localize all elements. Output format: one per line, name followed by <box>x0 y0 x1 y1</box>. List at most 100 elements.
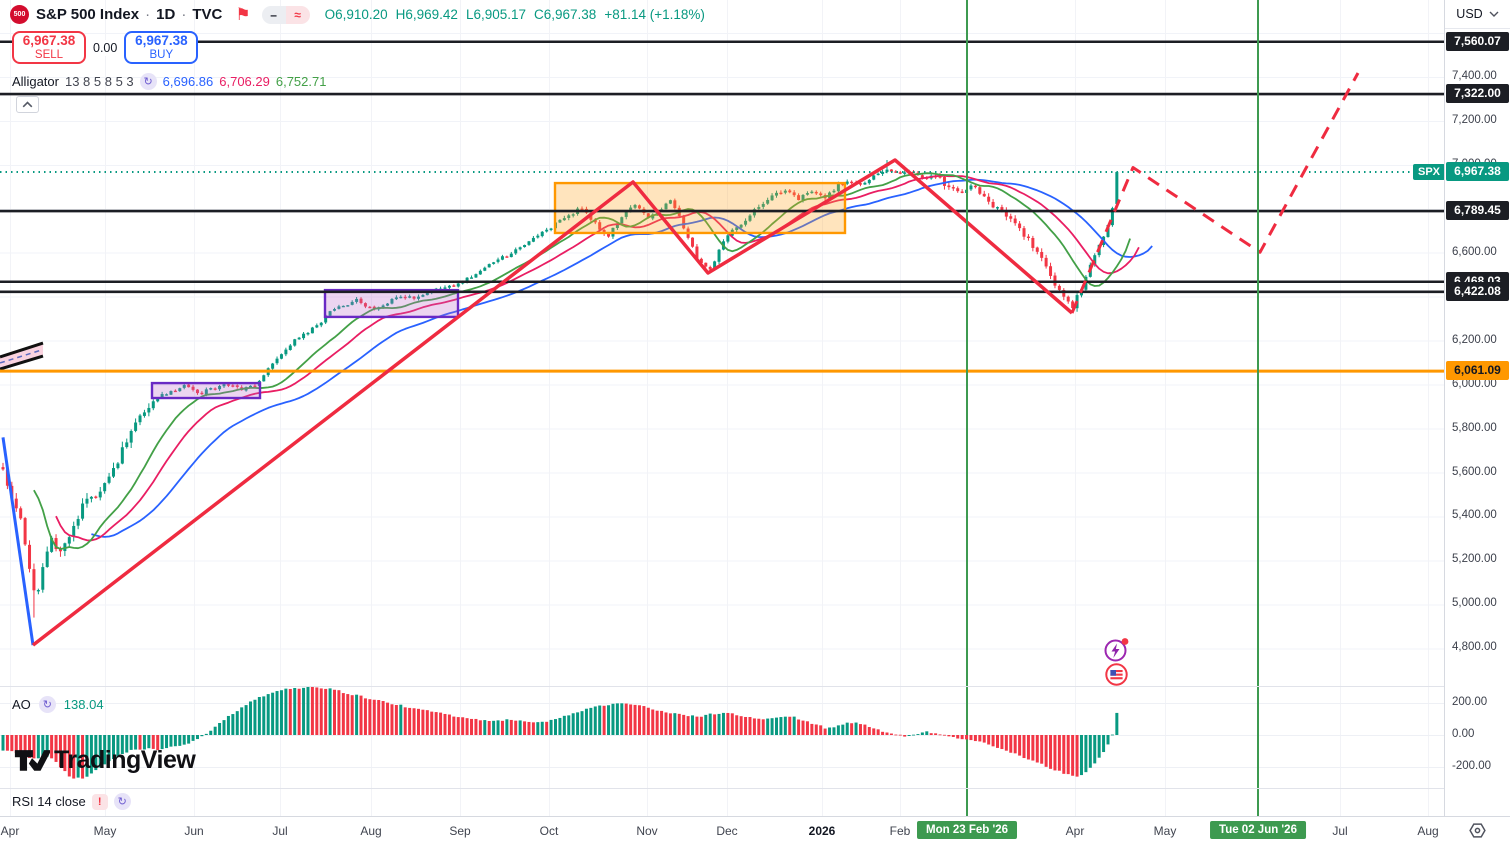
time-tick-label: Dec <box>716 824 738 838</box>
time-tick-label: Feb <box>889 824 911 838</box>
price-tick-label: 6,200.00 <box>1452 333 1497 346</box>
price-tick-label: 5,200.00 <box>1452 553 1497 566</box>
time-tick-label: Apr <box>1065 824 1085 838</box>
time-tick-label: Aug <box>1417 824 1439 838</box>
sp500-logo: 500 <box>10 5 29 24</box>
price-tick-label: 5,000.00 <box>1452 597 1497 610</box>
ohlc-low: L6,905.17 <box>465 7 526 22</box>
alligator-teeth-value: 6,706.29 <box>219 74 270 89</box>
price-level-badge[interactable]: 7,560.07 <box>1446 31 1509 51</box>
recalc-icon[interactable]: ↻ <box>38 696 56 713</box>
ao-name: AO <box>12 697 31 712</box>
separator-dot: · <box>181 6 187 23</box>
ao-value: 138.04 <box>63 697 104 712</box>
warning-icon[interactable]: ! <box>91 793 108 810</box>
sell-button[interactable]: 6,967.38 SELL <box>12 31 86 64</box>
ao-legend[interactable]: AO ↻ 138.04 <box>12 696 104 713</box>
chart-drawing-surface[interactable] <box>0 0 1444 816</box>
price-tick-label: 5,400.00 <box>1452 509 1497 522</box>
time-tick-label: 2026 <box>808 824 836 838</box>
flag-icon[interactable]: ⚑ <box>235 5 251 24</box>
currency-selector[interactable]: USD <box>1445 0 1510 29</box>
price-level-badge[interactable]: 6,422.08 <box>1446 281 1509 301</box>
recalc-icon[interactable]: ↻ <box>139 73 157 90</box>
parallel-channel-drawing <box>0 341 44 371</box>
chevron-down-icon <box>1489 11 1499 17</box>
ao-histogram <box>1 686 1119 779</box>
alligator-legend[interactable]: Alligator 13 8 5 8 5 3 ↻ 6,696.86 6,706.… <box>12 73 326 90</box>
chart-mode-toggle[interactable]: – ≈ <box>261 5 310 24</box>
time-tick-label: Jun <box>184 824 204 838</box>
chevron-up-icon <box>22 101 33 108</box>
price-tick-label: 7,400.00 <box>1452 69 1497 82</box>
price-tick-label: 4,800.00 <box>1452 641 1497 654</box>
time-tick-label: Sep <box>449 824 471 838</box>
ao-tick-label: 200.00 <box>1452 696 1488 708</box>
alligator-params: 13 8 5 8 5 3 <box>64 74 134 89</box>
gridlines <box>0 0 1444 816</box>
price-axis[interactable]: USD 7,400.007,200.007,000.006,600.006,20… <box>1444 0 1510 816</box>
ohlc-open: O6,910.20 <box>324 7 388 22</box>
timeframe-label[interactable]: 1D <box>156 6 176 23</box>
buy-price: 6,967.38 <box>135 33 188 49</box>
axis-settings-icon <box>1468 823 1486 838</box>
candles-series <box>1 159 1119 618</box>
trade-panel: 6,967.38 SELL 0.00 6,967.38 BUY <box>12 31 199 64</box>
pane-dividers <box>0 686 1444 789</box>
event-date-badge[interactable]: Mon 23 Feb '26 <box>917 821 1017 839</box>
time-axis[interactable]: Apr May Jun Jul Aug Sep Oct Nov Dec 2026 Feb Apr May… <box>0 816 1444 844</box>
alligator-jaw-value: 6,696.86 <box>162 74 214 89</box>
event-date-badge[interactable]: Tue 02 Jun '26 <box>1210 821 1306 839</box>
price-level-badge[interactable]: 6,061.09 <box>1446 361 1509 381</box>
alligator-name: Alligator <box>12 74 59 89</box>
symbol-title[interactable]: S&P 500 Index · 1D · TVC <box>36 6 222 23</box>
us-economic-event-flag-icon[interactable] <box>1104 662 1129 692</box>
spread-value: 0.00 <box>86 39 125 56</box>
ohlc-readout: O6,910.20 H6,969.42 L6,905.17 C6,967.38 … <box>325 7 705 22</box>
symbol-name: S&P 500 Index <box>36 6 140 23</box>
price-tick-label: 6,000.00 <box>1452 377 1497 390</box>
buy-label: BUY <box>149 48 174 61</box>
symbol-legend: 500 S&P 500 Index · 1D · TVC ⚑ – ≈ O6,91… <box>10 5 705 24</box>
minus-toggle-icon[interactable]: – <box>261 5 286 24</box>
horizontal-level-lines <box>0 40 1444 373</box>
watermark-text: TradingView <box>54 745 196 774</box>
ohlc-change: +81.14 (+1.18%) <box>604 7 705 22</box>
time-tick-label: Apr <box>0 824 20 838</box>
time-tick-label: Oct <box>539 824 559 838</box>
sell-label: SELL <box>34 48 64 61</box>
alligator-lips-value: 6,752.71 <box>275 74 327 89</box>
ao-tick-label: -200.00 <box>1452 760 1492 772</box>
ao-tick-label: 0.00 <box>1452 728 1475 740</box>
wave-toggle-icon[interactable]: ≈ <box>285 5 310 24</box>
currency-label: USD <box>1456 7 1483 21</box>
time-tick-label: Jul <box>272 824 288 838</box>
collapse-legend-button[interactable] <box>16 96 39 113</box>
price-level-badge[interactable]: 7,322.00 <box>1446 84 1509 104</box>
economic-event-lightning-icon[interactable] <box>1103 636 1130 668</box>
trendline-drawings <box>1 72 1360 647</box>
ohlc-high: H6,969.42 <box>395 7 458 22</box>
time-tick-label: Nov <box>636 824 658 838</box>
sell-price: 6,967.38 <box>22 33 76 49</box>
price-tick-label: 6,600.00 <box>1452 245 1497 258</box>
rectangle-drawings <box>150 181 847 400</box>
time-tick-label: May <box>93 824 117 838</box>
ohlc-close: C6,967.38 <box>534 7 597 22</box>
price-tick-label: 5,600.00 <box>1452 465 1497 478</box>
separator-dot: · <box>145 6 151 23</box>
spx-price-tag: SPX <box>1413 164 1444 180</box>
buy-button[interactable]: 6,967.38 BUY <box>124 31 199 64</box>
exchange-label: TVC <box>192 6 223 23</box>
alligator-lips-line <box>33 172 1131 550</box>
chart-canvas[interactable]: 500 S&P 500 Index · 1D · TVC ⚑ – ≈ O6,91… <box>0 0 1444 816</box>
time-tick-label: May <box>1153 824 1177 838</box>
axis-settings-button[interactable] <box>1444 816 1510 844</box>
price-level-badge[interactable]: 6,967.38 <box>1446 162 1509 181</box>
price-level-badge[interactable]: 6,789.45 <box>1446 201 1509 221</box>
rsi-legend[interactable]: RSI 14 close ! ↻ <box>12 793 131 810</box>
recalc-icon[interactable]: ↻ <box>113 793 131 810</box>
rsi-name: RSI 14 close <box>12 794 86 809</box>
price-tick-label: 7,200.00 <box>1452 113 1497 126</box>
